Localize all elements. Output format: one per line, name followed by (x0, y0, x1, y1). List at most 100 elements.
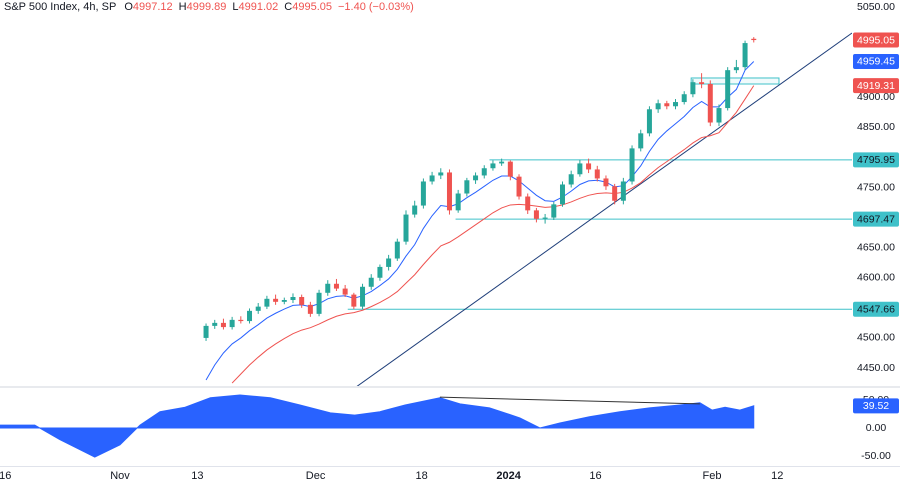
price-tag-label: 39.52 (863, 400, 889, 412)
x-tick-label: 16 (0, 470, 11, 482)
y-tick-label: 4450.00 (857, 362, 895, 374)
moving-average (205, 61, 755, 381)
candle-body (420, 181, 426, 206)
candle-body (733, 67, 739, 71)
legend-text: L (232, 1, 238, 13)
legend-text: 4997.12 (133, 1, 173, 13)
y-tick-label: 4900.00 (857, 91, 895, 103)
x-tick-label: Dec (306, 470, 326, 482)
candle-body (629, 148, 635, 182)
candle-body (638, 133, 644, 149)
candle-body (333, 283, 339, 289)
candle-body (507, 161, 513, 177)
candle-body (690, 82, 696, 95)
y-tick-label: 4850.00 (857, 121, 895, 133)
candle-body (551, 204, 557, 218)
y-tick-label: 4650.00 (857, 241, 895, 253)
candle-body (646, 109, 652, 134)
price-tag (853, 152, 899, 168)
y-tick-label: 4600.00 (857, 272, 895, 284)
candle-body (386, 258, 392, 267)
legend-text: S&P 500 Index, 4h, SP (4, 1, 116, 13)
candle-body (273, 298, 279, 302)
x-tick-label: Feb (703, 470, 722, 482)
candle-body (351, 294, 357, 307)
legend-text: 4999.89 (187, 1, 227, 13)
candle-body (473, 175, 479, 181)
legend-text: −1.40 (−0.03%) (338, 1, 414, 13)
candle-body (586, 163, 592, 170)
price-tag (853, 398, 899, 414)
zone (690, 77, 780, 85)
candle-body (255, 306, 261, 311)
candle-body (238, 319, 244, 322)
price-tag (853, 301, 899, 317)
price-pane (203, 32, 852, 386)
candle-body (481, 168, 487, 176)
candle-body (394, 241, 400, 259)
legend-text: O (124, 1, 133, 13)
legend-text: C (284, 1, 292, 13)
y-tick-label: -50.00 (861, 450, 891, 462)
oscillator-area (0, 394, 755, 458)
candle-body (429, 175, 435, 182)
price-tag-label: 4919.31 (857, 80, 895, 92)
x-tick-label: 13 (191, 470, 203, 482)
candle-body (368, 277, 374, 287)
candle-body (307, 304, 313, 314)
candle-body (559, 184, 565, 205)
trend-line (439, 396, 700, 405)
price-tag-label: 4697.47 (857, 213, 895, 225)
legend-text: 4995.05 (292, 1, 332, 13)
y-tick-label: 4500.00 (857, 332, 895, 344)
candle-body (525, 196, 531, 211)
candle-body (325, 283, 331, 293)
trend-line (356, 32, 852, 386)
candle-body (455, 193, 461, 211)
candle-body (577, 163, 583, 175)
candle-body (412, 205, 418, 215)
y-tick-label: 4750.00 (857, 181, 895, 193)
oscillator-pane (0, 394, 755, 458)
legend-text: H (179, 1, 187, 13)
candle-body (499, 161, 505, 164)
candle-body (516, 176, 522, 197)
candle-body (742, 43, 748, 68)
x-tick-label: 18 (416, 470, 428, 482)
x-tick-label: Nov (110, 470, 130, 482)
x-tick-label: 2024 (496, 470, 521, 482)
candle-body (673, 102, 679, 107)
price-tag (853, 53, 899, 69)
candle-body (403, 214, 409, 242)
candle-body (664, 103, 670, 107)
candle-body (542, 217, 548, 219)
candle-body (438, 172, 444, 176)
candle-body (446, 172, 452, 211)
candle-body (290, 297, 296, 301)
candle-body (229, 319, 235, 328)
candle-body (360, 286, 366, 307)
candle-body (464, 180, 470, 194)
moving-average (231, 85, 755, 384)
candle-body (490, 163, 496, 169)
candle-body (533, 210, 539, 219)
y-tick-label: 5050.00 (857, 1, 895, 13)
candle-body (203, 325, 209, 338)
candle-body (220, 322, 226, 328)
price-tag-label: 4795.95 (857, 154, 895, 166)
candle-body (603, 178, 609, 187)
y-tick-label: 0.00 (866, 422, 887, 434)
candle-body (377, 266, 383, 278)
candle-body (316, 292, 322, 314)
candle-body (707, 83, 713, 123)
legend-text: 4991.02 (239, 1, 279, 13)
price-tag (853, 211, 899, 227)
candle-body (247, 310, 253, 322)
candle-body (594, 169, 600, 179)
price-tag-label: 4547.66 (857, 304, 895, 316)
candle-body (299, 297, 305, 305)
candle-body (212, 322, 218, 326)
